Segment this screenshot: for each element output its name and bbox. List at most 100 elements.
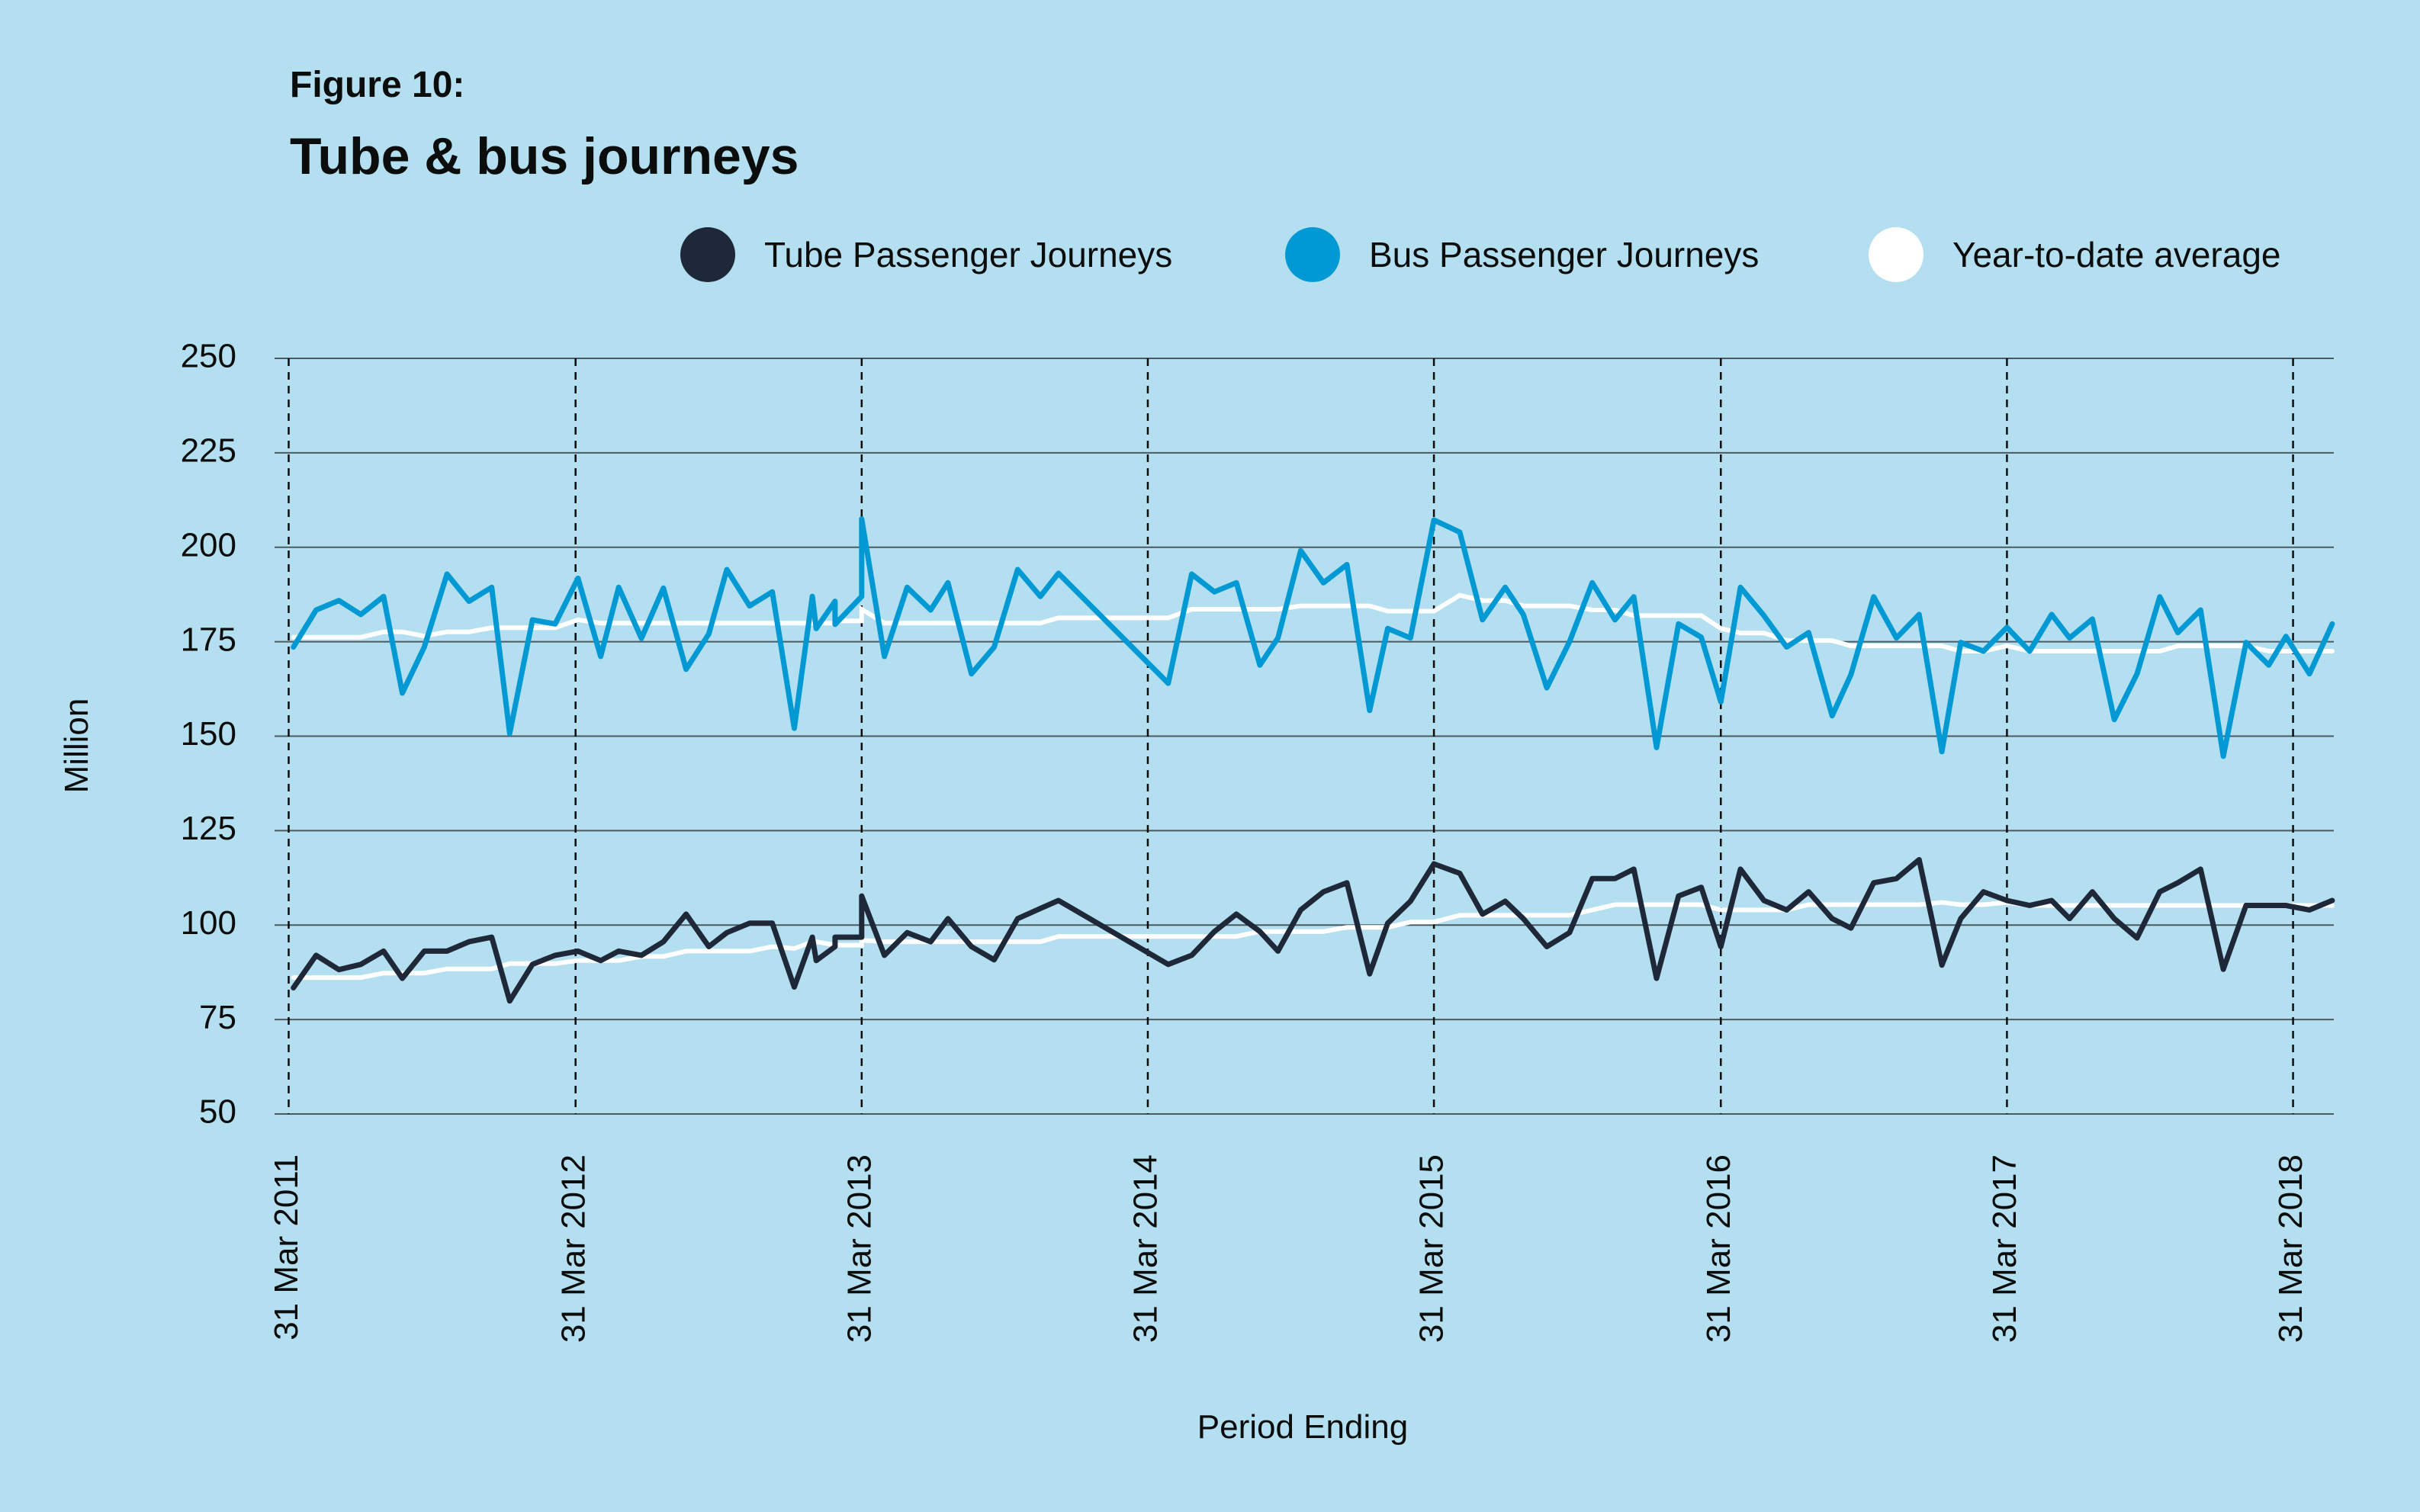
bus-journeys-point [1257, 663, 1262, 668]
legend-item-ytd: Year-to-date average [1869, 227, 2281, 282]
bus-journeys-point [814, 626, 819, 631]
bus-journeys-point [905, 585, 910, 590]
bus-journeys-point [2157, 594, 2162, 599]
bus-journeys-point [1345, 562, 1350, 567]
tube-journeys-point [1298, 907, 1303, 913]
bus-journeys-point [792, 726, 797, 731]
y-tick-label: 125 [181, 810, 236, 847]
bus-journeys-point [2266, 663, 2271, 668]
y-tick-label: 75 [199, 999, 236, 1036]
tube-journeys-point [336, 967, 342, 972]
tube-journeys-point [660, 939, 666, 945]
tube-journeys-point [832, 944, 837, 949]
bus-journeys-point [445, 571, 450, 576]
bus-journeys-point [2307, 671, 2312, 676]
x-tick-label: 31 Mar 2016 [1700, 1154, 1737, 1343]
tube-journeys-point [1385, 920, 1390, 926]
legend-swatch-bus [1285, 227, 1340, 282]
legend: Tube Passenger Journeys Bus Passenger Jo… [0, 227, 2420, 288]
bus-journeys-point [832, 621, 837, 627]
tube-journeys-point [1480, 911, 1485, 917]
tube-journeys-point [1698, 884, 1704, 890]
bus-journeys-point [1848, 672, 1853, 677]
bus-journeys-point [706, 631, 712, 637]
tube-journeys-point [706, 944, 712, 949]
x-tick-label: 31 Mar 2017 [1986, 1154, 2023, 1343]
bus-journeys-point [466, 599, 471, 604]
bus-journeys-point [1521, 612, 1526, 617]
bus-journeys-point [552, 621, 558, 627]
bus-journeys-point [1275, 635, 1281, 640]
bus-journeys-point [810, 594, 815, 599]
tube-journeys-point [507, 998, 513, 1003]
bus-journeys-point [1038, 594, 1043, 599]
legend-label-tube: Tube Passenger Journeys [764, 235, 1173, 274]
tube-journeys-point [489, 935, 494, 940]
tube-journeys-point [2266, 903, 2271, 908]
tube-journeys-point [2329, 898, 2335, 904]
tube-journeys-point [1432, 861, 1437, 866]
bus-journeys-point [1806, 630, 1811, 635]
y-tick-label: 150 [181, 715, 236, 753]
tube-journeys-point [1321, 889, 1326, 894]
bus-journeys-point [2090, 616, 2095, 621]
tube-journeys-point [639, 952, 644, 958]
bus-journeys-point [1958, 640, 1963, 645]
bus-journeys-point [725, 567, 730, 572]
y-tick-label: 100 [181, 904, 236, 942]
bus-journeys-point [1165, 681, 1171, 686]
tube-journeys-point [313, 952, 319, 958]
bus-journeys-point [639, 636, 644, 641]
bus-journeys-point [770, 589, 775, 595]
bus-journeys-point [1457, 529, 1463, 534]
tube-journeys-point [928, 939, 934, 945]
tube-journeys-point [1345, 880, 1350, 885]
bus-journeys-point [1385, 626, 1390, 631]
tube-journeys-point [575, 949, 580, 954]
x-axis-label: Period Ending [1197, 1408, 1408, 1446]
bus-journeys-point [1612, 617, 1618, 622]
tube-journeys-point [1015, 916, 1020, 921]
y-tick-label: 200 [181, 526, 236, 563]
tube-journeys-point [905, 930, 910, 936]
bus-journeys-point [1871, 594, 1876, 599]
bus-journeys-point [683, 666, 689, 672]
tube-journeys-point [1408, 899, 1413, 904]
tube-journeys-point [832, 935, 837, 940]
bus-journeys-point [1894, 635, 1899, 640]
tube-journeys-point [747, 920, 752, 926]
tube-journeys-point [530, 961, 535, 967]
bus-journeys-point [1408, 635, 1413, 640]
tube-journeys-point [2067, 916, 2072, 921]
tube-journeys-point [1894, 876, 1899, 881]
bus-journeys-point [381, 594, 386, 599]
tube-journeys-point [1784, 907, 1789, 913]
legend-label-bus: Bus Passenger Journeys [1369, 235, 1760, 274]
bus-journeys-point [358, 612, 364, 617]
bus-journeys-point [832, 599, 837, 604]
bus-journeys-point [575, 576, 580, 581]
bus-journeys-point [1544, 685, 1550, 691]
tube-journeys-point [2243, 903, 2248, 908]
tube-journeys-point [1612, 876, 1618, 881]
tube-journeys-point [2112, 916, 2117, 921]
bus-journeys-point [2283, 634, 2289, 639]
tube-journeys-point [2175, 880, 2181, 885]
y-axis-ticks: 50 75 100 125 150 175 200 225 250 [181, 338, 236, 1131]
bus-journeys-point [1654, 745, 1659, 750]
tube-journeys-point [1631, 866, 1637, 872]
tube-journeys-point [445, 949, 450, 954]
tube-journeys-point [1871, 880, 1876, 885]
bus-journeys-point [2135, 671, 2140, 676]
bus-journeys-point [1321, 580, 1326, 586]
bus-ytd-average-line [291, 592, 2335, 653]
tube-journeys-point [291, 985, 296, 990]
x-tick-label: 31 Mar 2012 [554, 1154, 592, 1343]
bus-journeys-point [1737, 585, 1743, 590]
tube-journeys-point [770, 920, 775, 926]
tube-journeys-point [1654, 976, 1659, 981]
x-tick-label: 31 Mar 2011 [268, 1154, 305, 1340]
bus-journeys-point [400, 691, 405, 696]
y-tick-label: 225 [181, 432, 236, 470]
bus-journeys-point [660, 586, 666, 591]
